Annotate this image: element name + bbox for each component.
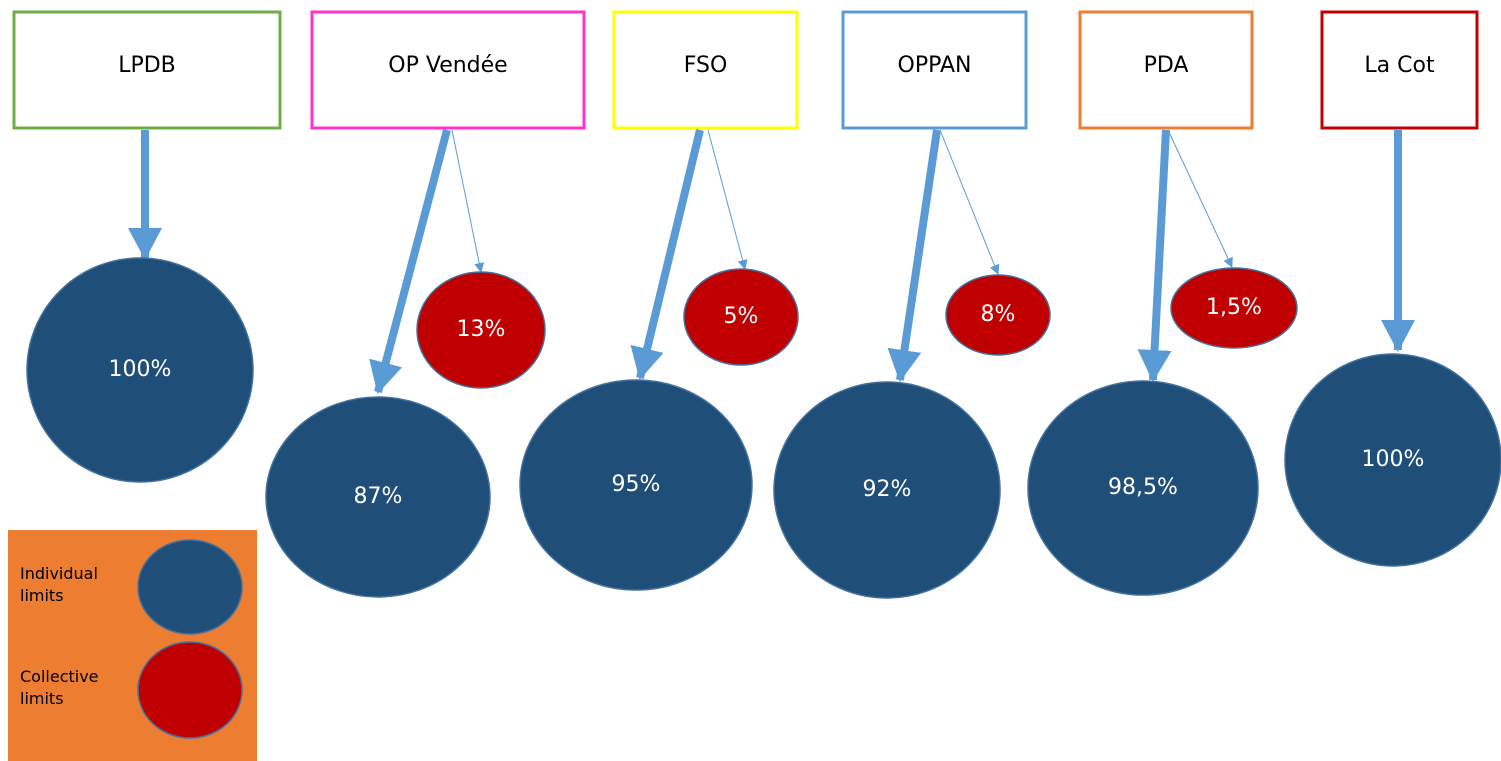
individual-circle: [1284, 353, 1501, 567]
individual-arrow: [630, 129, 704, 380]
collective-circle: [416, 271, 546, 389]
org-box: [310, 10, 586, 130]
collective-arrow: [707, 129, 748, 270]
org-name: OPPAN: [898, 53, 972, 78]
collective-value: 5%: [724, 304, 759, 329]
legend-collective-swatch: [137, 641, 243, 739]
individual-circle: [1027, 380, 1259, 596]
legend-collective-label: Collective limits: [20, 667, 99, 708]
collective-circle: [683, 268, 799, 366]
individual-arrow: [369, 128, 451, 394]
collective-arrow: [451, 129, 485, 273]
collective-circle: [1170, 267, 1298, 349]
org-name: OP Vendée: [388, 53, 507, 78]
individual-value: 95%: [612, 472, 661, 497]
org-box: [1320, 10, 1479, 130]
collective-value: 8%: [981, 302, 1016, 327]
individual-value: 100%: [1362, 447, 1425, 472]
collective-value: 13%: [457, 317, 506, 342]
org-box: [1078, 10, 1254, 130]
org-name: FSO: [684, 53, 728, 78]
individual-circle: [265, 396, 491, 598]
individual-circle: [773, 381, 1001, 599]
org-box: [841, 10, 1028, 130]
individual-value: 100%: [109, 357, 172, 382]
individual-value: 98,5%: [1108, 475, 1178, 500]
collective-arrow: [1167, 129, 1233, 268]
legend-individual-swatch: [137, 539, 243, 635]
individual-circle: [26, 257, 254, 483]
collective-arrow: [939, 129, 1000, 275]
org-box: [12, 10, 282, 130]
individual-value: 92%: [863, 477, 912, 502]
collective-circle: [945, 274, 1051, 356]
org-box: [612, 10, 799, 130]
org-name: La Cot: [1364, 53, 1435, 78]
individual-arrow: [1137, 129, 1172, 382]
individual-arrow: [887, 129, 941, 382]
individual-value: 87%: [354, 484, 403, 509]
collective-value: 1,5%: [1206, 295, 1262, 320]
org-name: LPDB: [118, 53, 176, 78]
org-name: PDA: [1144, 53, 1189, 78]
legend-individual-label: Individual limits: [20, 564, 98, 605]
individual-circle: [519, 379, 753, 591]
